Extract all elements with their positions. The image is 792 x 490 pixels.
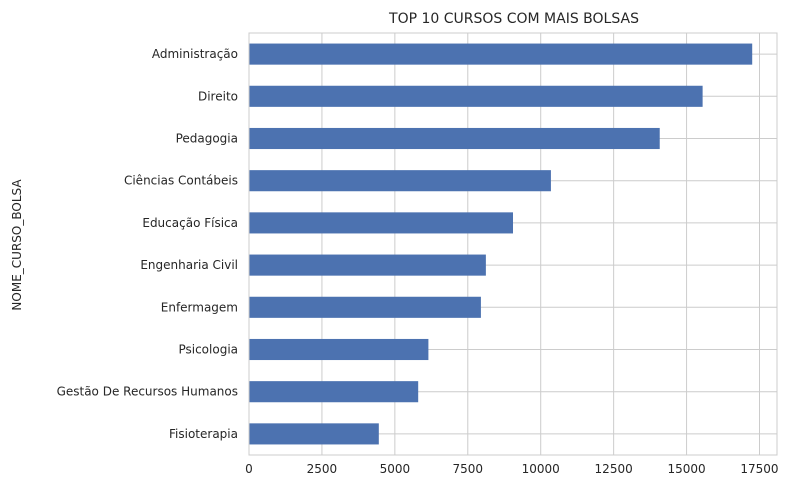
x-tick-label: 15000 — [667, 462, 705, 476]
x-tick-label: 0 — [245, 462, 253, 476]
bar — [249, 381, 419, 403]
x-tick-label: 17500 — [740, 462, 778, 476]
x-tick-label: 7500 — [453, 462, 484, 476]
y-tick-label: Ciências Contábeis — [124, 174, 238, 188]
bars — [249, 43, 753, 445]
y-axis-label: NOME_CURSO_BOLSA — [10, 179, 24, 311]
bar — [249, 254, 486, 276]
y-tick-label: Administração — [152, 47, 238, 61]
x-tick-label: 2500 — [307, 462, 338, 476]
x-tick-label: 10000 — [522, 462, 560, 476]
y-tick-label: Pedagogia — [176, 132, 238, 146]
bar — [249, 212, 513, 234]
bar — [249, 170, 551, 192]
x-tick-label: 5000 — [380, 462, 411, 476]
y-tick-labels: Administração Direito Pedagogia Ciências Co… — [57, 47, 238, 441]
y-tick-label: Direito — [198, 89, 238, 103]
y-tick-label: Educação Física — [142, 216, 238, 230]
y-tick-label: Fisioterapia — [169, 427, 238, 441]
chart-title: TOP 10 CURSOS COM MAIS BOLSAS — [388, 11, 639, 27]
y-tick-label: Engenharia Civil — [140, 258, 238, 272]
plot-frame — [248, 32, 778, 456]
x-tick-label: 12500 — [595, 462, 633, 476]
y-tick-label: Gestão De Recursos Humanos — [57, 385, 238, 399]
y-tick-label: Enfermagem — [161, 300, 238, 314]
bar — [249, 127, 660, 150]
bar — [249, 423, 379, 445]
bar — [249, 338, 429, 361]
bar — [249, 85, 703, 107]
y-tick-label: Psicologia — [178, 343, 238, 357]
bar — [249, 43, 753, 65]
bar — [249, 296, 481, 318]
x-tick-labels: 0 2500 5000 7500 10000 12500 15000 17500 — [245, 462, 778, 476]
